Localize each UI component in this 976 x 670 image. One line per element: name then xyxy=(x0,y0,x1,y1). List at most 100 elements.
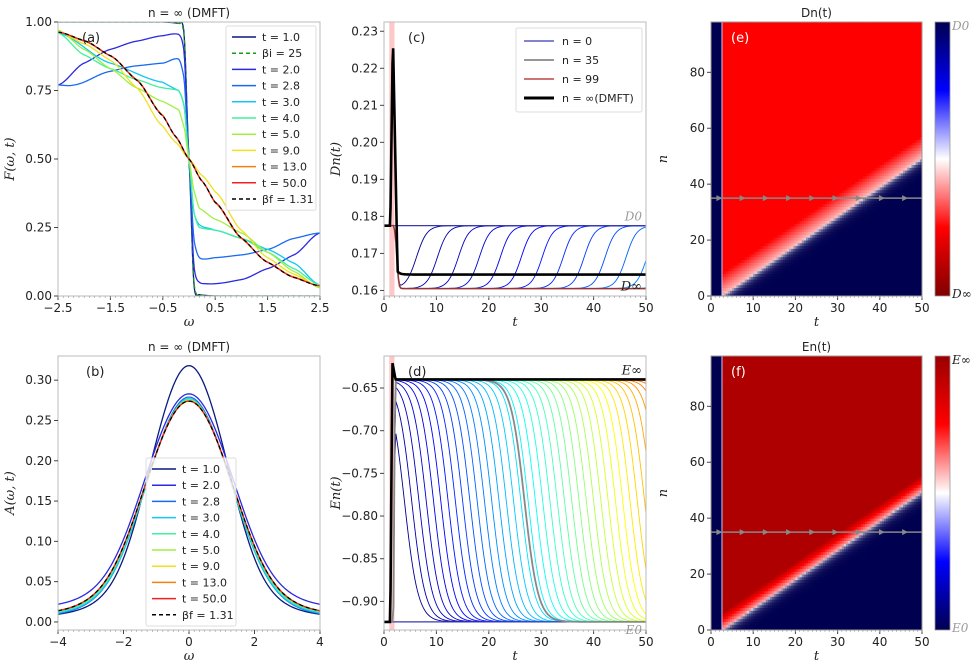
heatmap-cell xyxy=(740,273,744,277)
heatmap-cell xyxy=(816,248,820,252)
heatmap-cell xyxy=(738,265,741,269)
heatmap-cell xyxy=(886,284,889,289)
heatmap-cell xyxy=(919,226,922,230)
heatmap-cell xyxy=(723,203,727,207)
heatmap-cell xyxy=(748,217,752,221)
heatmap-cell xyxy=(751,284,754,289)
heatmap-cell xyxy=(808,220,811,224)
heatmap-cell xyxy=(721,212,725,216)
heatmap-cell xyxy=(732,195,735,199)
heatmap-cell xyxy=(759,186,763,191)
heatmap-cell xyxy=(729,287,733,291)
heatmap-cell xyxy=(917,228,921,233)
heatmap-cell xyxy=(867,178,870,182)
heatmap-cell xyxy=(871,240,874,244)
heatmap-cell xyxy=(894,279,898,283)
heatmap-cell xyxy=(713,276,716,280)
heatmap-cell xyxy=(812,234,815,238)
heatmap-cell xyxy=(843,242,847,247)
heatmap-cell xyxy=(744,214,748,219)
heatmap-cell xyxy=(736,206,739,210)
heatmap-cell xyxy=(765,240,769,244)
heatmap-cell xyxy=(848,251,851,255)
heatmap-cell xyxy=(763,245,767,249)
heatmap-cell xyxy=(896,189,900,193)
heatmap-cell xyxy=(907,276,910,280)
heatmap-cell xyxy=(854,209,857,213)
heatmap-cell xyxy=(905,256,908,261)
heatmap-cell xyxy=(833,226,836,230)
heatmap-cell xyxy=(848,206,851,210)
heatmap-cell xyxy=(814,234,817,238)
heatmap-cell xyxy=(822,248,826,252)
heatmap-cell xyxy=(748,287,752,291)
heatmap-cell xyxy=(717,268,720,272)
heatmap-cell xyxy=(774,186,777,191)
heatmap-cell xyxy=(748,273,752,277)
heatmap-cell xyxy=(892,212,895,216)
heatmap-cell xyxy=(765,290,769,294)
heatmap-cell xyxy=(915,226,919,230)
heatmap-cell xyxy=(732,226,735,230)
heatmap-cell xyxy=(869,184,872,188)
heatmap-cell xyxy=(843,276,847,280)
heatmap-cell xyxy=(898,217,902,221)
heatmap-cell xyxy=(884,259,887,263)
heatmap-cell xyxy=(869,228,872,233)
heatmap-cell xyxy=(884,189,887,193)
heatmap-cell xyxy=(723,192,727,196)
heatmap-cell xyxy=(850,256,853,261)
heatmap-cell xyxy=(892,195,895,199)
heatmap-cell xyxy=(871,206,874,210)
heatmap-cell xyxy=(782,209,786,213)
heatmap-cell xyxy=(827,209,830,213)
heatmap-cell xyxy=(748,228,752,233)
heatmap-cell xyxy=(715,293,718,296)
heatmap-cell xyxy=(727,270,731,275)
heatmap-cell xyxy=(917,203,921,207)
heatmap-cell xyxy=(862,282,866,286)
heatmap-cell xyxy=(850,268,853,272)
heatmap-cell xyxy=(717,181,720,185)
heatmap-cell xyxy=(915,209,919,213)
heatmap-cell xyxy=(765,189,769,193)
heatmap-cell xyxy=(717,217,720,221)
heatmap-cell xyxy=(755,251,758,255)
heatmap-cell xyxy=(808,248,811,252)
heatmap-cell xyxy=(888,265,891,269)
heatmap-cell xyxy=(759,231,763,235)
heatmap-cell xyxy=(744,206,748,210)
heatmap-cell xyxy=(862,178,866,182)
heatmap-cell xyxy=(850,198,853,202)
heatmap-cell xyxy=(803,279,807,283)
heatmap-cell xyxy=(867,268,870,272)
heatmap-cell xyxy=(888,189,891,193)
heatmap-cell xyxy=(839,195,843,199)
heatmap-cell xyxy=(919,178,922,182)
heatmap-cell xyxy=(810,293,813,296)
heatmap-cell xyxy=(818,170,822,174)
heatmap-cell xyxy=(808,181,811,185)
heatmap-cell xyxy=(786,256,790,261)
heatmap-cell xyxy=(789,223,792,227)
heatmap-cell xyxy=(736,175,739,179)
heatmap-cell xyxy=(905,228,908,233)
heatmap-cell xyxy=(746,265,750,269)
heatmap-cell xyxy=(894,175,898,179)
heatmap-cell xyxy=(896,209,900,213)
heatmap-cell xyxy=(833,254,836,258)
heatmap-cell xyxy=(839,268,843,272)
heatmap-cell xyxy=(751,240,754,244)
heatmap-cell xyxy=(867,276,870,280)
heatmap-cell xyxy=(782,181,786,185)
heatmap-cell xyxy=(860,228,864,233)
heatmap-cell xyxy=(723,172,727,177)
heatmap-cell xyxy=(915,284,919,289)
heatmap-cell xyxy=(789,240,792,244)
heatmap-cell xyxy=(915,206,919,210)
series-line-4 xyxy=(58,398,320,613)
heatmap-cell xyxy=(915,237,919,241)
heatmap-cell xyxy=(818,206,822,210)
heatmap-cell xyxy=(856,282,860,286)
heatmap-cell xyxy=(778,231,782,235)
